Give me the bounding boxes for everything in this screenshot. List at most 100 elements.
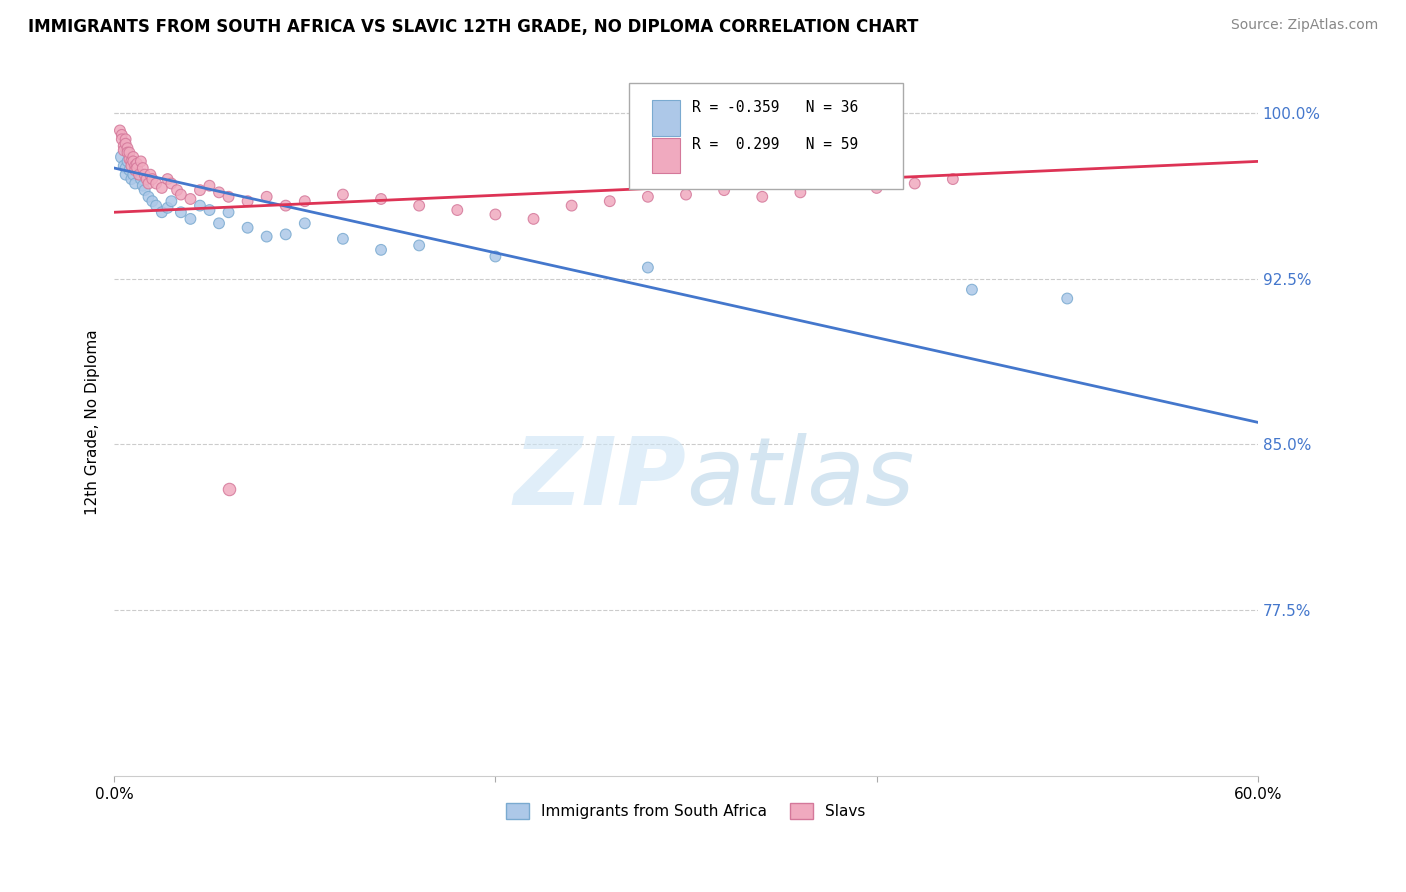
Point xyxy=(117,145,139,160)
Point xyxy=(145,199,167,213)
Point xyxy=(170,187,193,202)
Point xyxy=(132,178,155,193)
Point xyxy=(484,207,506,221)
Point xyxy=(122,168,145,182)
Point xyxy=(141,194,163,209)
Point xyxy=(236,194,259,209)
Point xyxy=(156,201,179,215)
Point xyxy=(1056,292,1078,306)
Y-axis label: 12th Grade, No Diploma: 12th Grade, No Diploma xyxy=(86,329,100,516)
Point xyxy=(408,238,430,252)
Point xyxy=(111,128,134,142)
Point xyxy=(198,202,221,217)
Point xyxy=(124,159,146,173)
Point xyxy=(218,205,240,219)
Point xyxy=(128,168,150,182)
Point xyxy=(114,161,136,175)
Point xyxy=(122,150,145,164)
Point xyxy=(370,192,392,206)
Point xyxy=(156,172,179,186)
Point xyxy=(218,190,240,204)
Point xyxy=(332,232,354,246)
Point xyxy=(179,211,201,226)
Text: IMMIGRANTS FROM SOUTH AFRICA VS SLAVIC 12TH GRADE, NO DIPLOMA CORRELATION CHART: IMMIGRANTS FROM SOUTH AFRICA VS SLAVIC 1… xyxy=(28,18,918,36)
Point xyxy=(150,205,173,219)
FancyBboxPatch shape xyxy=(652,101,681,136)
Point xyxy=(713,183,735,197)
Point xyxy=(789,186,811,200)
Point xyxy=(117,141,139,155)
Point xyxy=(114,136,136,151)
Point xyxy=(208,216,231,230)
Point xyxy=(637,260,659,275)
Text: Source: ZipAtlas.com: Source: ZipAtlas.com xyxy=(1230,18,1378,32)
Text: ZIP: ZIP xyxy=(513,433,686,525)
Point xyxy=(141,172,163,186)
Point xyxy=(120,159,142,173)
Point xyxy=(256,190,278,204)
Text: atlas: atlas xyxy=(686,434,914,524)
Point xyxy=(111,132,134,146)
Point xyxy=(446,202,468,217)
FancyBboxPatch shape xyxy=(652,138,681,173)
Point xyxy=(117,154,139,169)
Point xyxy=(128,165,150,179)
Point xyxy=(256,229,278,244)
Point xyxy=(751,190,773,204)
Text: R = -0.359   N = 36: R = -0.359 N = 36 xyxy=(692,100,858,115)
Point xyxy=(138,177,160,191)
Point xyxy=(561,199,583,213)
Point xyxy=(198,178,221,193)
Point xyxy=(118,145,141,160)
Point xyxy=(522,211,544,226)
Point xyxy=(108,123,131,137)
Point xyxy=(132,161,155,175)
Point xyxy=(134,168,156,182)
Point xyxy=(960,283,983,297)
Point xyxy=(112,139,135,153)
Point xyxy=(111,150,134,164)
Point xyxy=(112,144,135,158)
Point xyxy=(484,250,506,264)
Point xyxy=(637,190,659,204)
Point xyxy=(112,159,135,173)
Point xyxy=(294,194,316,209)
Point xyxy=(125,161,148,175)
Legend: Immigrants from South Africa, Slavs: Immigrants from South Africa, Slavs xyxy=(501,797,872,825)
Point xyxy=(274,199,297,213)
FancyBboxPatch shape xyxy=(628,83,903,189)
Text: R =  0.299   N = 59: R = 0.299 N = 59 xyxy=(692,137,858,153)
Point xyxy=(118,163,141,178)
Point xyxy=(904,177,927,191)
Point xyxy=(125,156,148,170)
Point xyxy=(218,482,240,496)
Point xyxy=(675,187,697,202)
Point xyxy=(114,168,136,182)
Point xyxy=(408,199,430,213)
Point xyxy=(114,132,136,146)
Point xyxy=(139,168,162,182)
Point xyxy=(134,183,156,197)
Point xyxy=(120,172,142,186)
Point xyxy=(118,152,141,166)
Point xyxy=(170,205,193,219)
Point xyxy=(208,186,231,200)
Point xyxy=(124,163,146,178)
Point xyxy=(138,190,160,204)
Point xyxy=(827,177,849,191)
Point xyxy=(370,243,392,257)
Point xyxy=(125,161,148,175)
Point xyxy=(942,172,965,186)
Point xyxy=(145,177,167,191)
Point xyxy=(150,181,173,195)
Point xyxy=(236,220,259,235)
Point xyxy=(188,199,211,213)
Point xyxy=(166,183,188,197)
Point xyxy=(129,154,152,169)
Point xyxy=(120,154,142,169)
Point xyxy=(274,227,297,242)
Point xyxy=(135,172,157,186)
Point xyxy=(188,183,211,197)
Point xyxy=(332,187,354,202)
Point xyxy=(160,194,183,209)
